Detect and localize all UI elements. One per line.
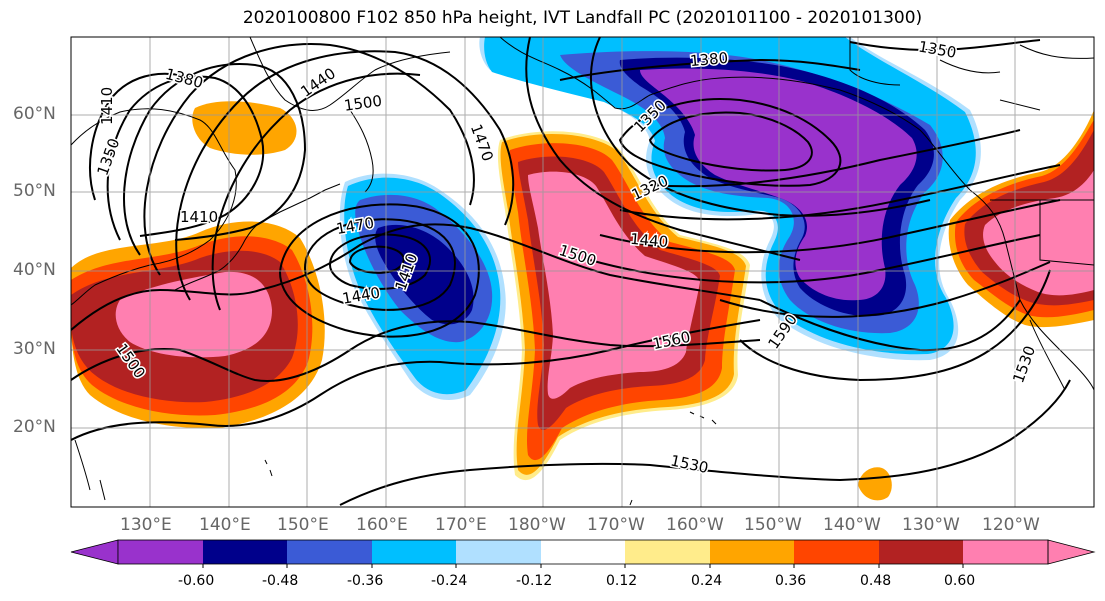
colorbar-tick-label: -0.24	[431, 573, 468, 589]
colorbar-tick-label: 0.48	[860, 573, 892, 589]
shade-se-orange	[858, 467, 892, 501]
lon-label: 120°W	[982, 515, 1040, 535]
lon-label: 140°E	[199, 515, 251, 535]
colorbar-swatch	[372, 540, 456, 564]
colorbar-swatch	[118, 540, 203, 564]
lon-label: 140°W	[823, 515, 881, 535]
contour-1350-top	[849, 39, 1041, 51]
contour-low-ne-2	[648, 111, 813, 172]
lat-label: 50°N	[13, 181, 56, 201]
contour-1440-arc	[143, 43, 475, 276]
contour-low-inner-3	[303, 218, 456, 311]
colorbar-tick-label: 0.24	[691, 573, 723, 589]
colorbar-tick-label: 0.60	[944, 573, 976, 589]
colorbar-swatch	[879, 540, 963, 564]
lon-label: 150°W	[744, 515, 802, 535]
lon-label: 180°W	[508, 515, 566, 535]
coast-kamchatka	[249, 37, 451, 111]
contour-1440-ne	[619, 164, 1061, 221]
colorbar-ticks	[202, 564, 964, 568]
lon-label: 150°E	[277, 515, 329, 535]
contour-low-inner-1	[348, 245, 405, 274]
coast-japan	[174, 221, 263, 291]
colorbar-tick-label: -0.60	[178, 573, 215, 589]
contour-1560	[71, 319, 761, 441]
lon-label: 130°E	[120, 515, 172, 535]
contour-1350-west	[89, 72, 181, 201]
colorbar-swatch	[710, 540, 794, 564]
coast-philippines	[74, 439, 106, 501]
graticule	[71, 37, 1094, 507]
lon-label: 170°E	[435, 515, 487, 535]
shade-japan-pink	[115, 271, 273, 358]
colorbar-swatch	[625, 540, 710, 564]
contour-low-inner-2	[328, 233, 431, 290]
colorbar-tick-label: -0.48	[262, 573, 299, 589]
contour-label: 1410	[98, 87, 116, 125]
contour-1380-top	[559, 58, 861, 81]
colorbar-tick-label: -0.12	[516, 573, 553, 589]
colorbar-extend-high	[1047, 539, 1096, 565]
contour-1410-ne	[649, 129, 1021, 188]
colorbar	[70, 539, 1096, 568]
contour-ridge-2	[590, 37, 931, 217]
coast-baja	[1029, 319, 1066, 391]
colorbar-extend-low	[70, 539, 119, 565]
coast-kurils	[264, 183, 341, 221]
lat-label: 60°N	[13, 104, 56, 124]
coast-islands	[264, 459, 633, 506]
coast-asia	[71, 108, 237, 306]
colorbar-tick-label: 0.12	[606, 573, 638, 589]
contour-low-inner-4	[278, 203, 480, 338]
colorbar-tick-label: -0.36	[347, 573, 384, 589]
contour-1530-south	[339, 379, 1071, 506]
lon-label: 170°W	[587, 515, 645, 535]
contour-label: 1410	[180, 208, 218, 226]
colorbar-swatch	[203, 540, 287, 564]
map-frame	[70, 36, 1095, 508]
shade-kamchatka-orange	[192, 101, 297, 155]
contour-ridge-1	[525, 37, 801, 261]
contour-label: 1380	[689, 49, 729, 70]
coast-us-border	[990, 199, 1094, 266]
coast-bering	[349, 109, 374, 193]
shade-180-pink	[528, 171, 700, 399]
lon-label: 130°W	[902, 515, 960, 535]
colorbar-swatch	[794, 540, 879, 564]
map-title: 2020100800 F102 850 hPa height, IVT Land…	[242, 8, 923, 28]
colorbar-frame	[117, 539, 1049, 565]
coast-canada-interior	[849, 37, 1094, 111]
lat-label: 40°N	[13, 260, 56, 280]
colorbar-swatch	[541, 540, 625, 564]
colorbar-tick-label: 0.36	[775, 573, 807, 589]
contour-1500-wrap	[71, 223, 761, 331]
contour-1500-ne	[589, 234, 1041, 284]
lat-label: 30°N	[13, 339, 56, 359]
lat-label: 20°N	[13, 417, 56, 437]
colorbar-swatch	[963, 540, 1048, 564]
contour-1500-arc	[211, 72, 421, 311]
colorbar-swatch	[456, 540, 541, 564]
contour-1410-west	[123, 63, 307, 256]
lon-label: 160°W	[666, 515, 724, 535]
contour-1470-arc	[175, 50, 515, 301]
contour-1470-ne	[599, 199, 1061, 254]
shade-goa-purple	[640, 68, 917, 301]
colorbar-swatch	[287, 540, 372, 564]
contour-1590	[739, 269, 1051, 382]
contour-low-ne-1	[618, 98, 842, 187]
lon-label: 160°E	[356, 515, 408, 535]
contour-label: 1440	[629, 230, 669, 251]
